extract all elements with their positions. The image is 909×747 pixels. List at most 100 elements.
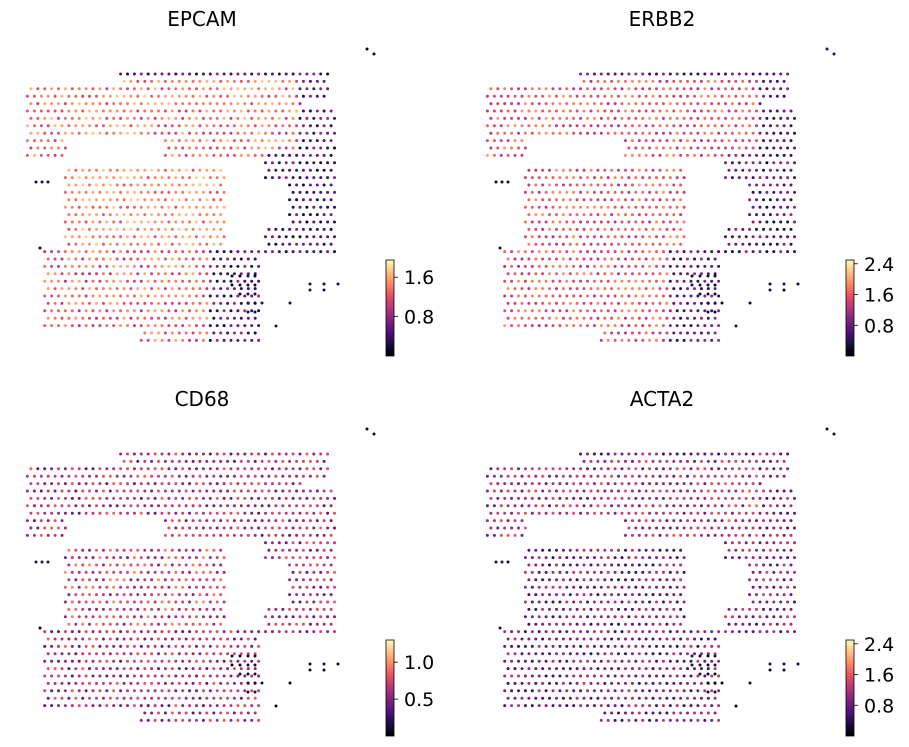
expression-spot [527,109,531,113]
expression-spot [63,674,67,678]
expression-spot [139,659,143,663]
expression-spot [139,338,143,342]
expression-spot [555,578,558,582]
expression-spot [568,242,572,246]
expression-spot [748,242,752,246]
expression-spot [98,279,102,283]
expression-spot [253,652,257,656]
expression-spot [188,511,192,515]
expression-spot [195,570,198,574]
expression-spot [146,116,150,120]
expression-spot [212,139,216,143]
expression-spot [50,116,54,120]
expression-spot [308,548,312,552]
expression-spot [665,168,669,172]
expression-spot [485,109,489,113]
expression-spot [503,131,507,135]
expression-spot [613,630,617,634]
expression-spot [98,615,102,619]
expression-spot [50,674,54,678]
expression-spot [617,607,620,611]
expression-spot [689,264,693,268]
expression-spot [191,301,195,305]
expression-spot [174,131,178,135]
expression-spot [274,168,278,172]
expression-spot [589,287,593,291]
expression-spot [274,124,278,128]
expression-spot [789,622,793,626]
expression-spot [63,220,67,224]
expression-spot [537,279,541,283]
expression-spot [81,637,85,641]
expression-spot [668,146,672,150]
expression-spot [599,250,603,254]
expression-spot [555,696,558,700]
expression-spot [765,131,769,135]
expression-spot [136,301,140,305]
expression-spot [329,227,333,231]
expression-spot [150,622,154,626]
expression-spot [624,257,627,261]
expression-spot [122,563,126,567]
expression-spot [288,242,292,246]
expression-spot [188,452,192,456]
expression-spot [219,272,223,276]
expression-spot [43,496,47,500]
expression-spot [668,116,672,120]
expression-spot [132,511,136,515]
expression-spot [208,235,212,239]
expression-spot [284,467,288,471]
expression-spot [143,563,147,567]
expression-spot [315,79,319,83]
expression-spot [610,652,614,656]
expression-spot [534,667,538,671]
expression-spot [544,87,548,91]
expression-spot [260,459,264,463]
expression-spot [582,316,586,320]
expression-spot [582,563,586,567]
expression-spot [70,205,74,209]
expression-spot [606,338,610,342]
expression-spot [634,600,638,604]
expression-spot [139,131,143,135]
expression-spot [555,213,558,217]
expression-spot [32,94,36,98]
expression-spot [181,585,185,589]
expression-spot [222,72,226,76]
expression-spot [782,474,786,478]
expression-spot [717,250,721,254]
expression-spot [503,324,507,328]
expression-spot [620,131,624,135]
expression-spot [620,220,624,224]
expression-spot [661,220,665,224]
expression-spot [205,183,209,187]
expression-spot [198,533,202,537]
expression-spot [191,622,195,626]
expression-spot [60,474,64,478]
expression-spot [53,109,57,113]
expression-spot [253,711,257,715]
expression-spot [239,504,243,508]
expression-spot [530,704,534,708]
expression-spot [789,168,793,172]
expression-spot [782,79,786,83]
expression-spot [167,190,171,194]
expression-spot [260,489,264,493]
expression-spot [195,279,198,283]
expression-spot [250,72,254,76]
expression-spot [274,704,278,708]
expression-spot [693,331,696,335]
expression-spot [510,324,514,328]
expression-spot [191,489,195,493]
expression-spot [95,593,98,597]
expression-spot [181,116,185,120]
expression-spot [527,563,531,567]
expression-spot [713,637,717,641]
expression-spot [153,102,157,106]
expression-spot [191,227,195,231]
expression-spot [146,235,150,239]
expression-spot [779,615,783,619]
expression-spot [765,570,769,574]
expression-spot [322,622,326,626]
expression-spot [658,578,662,582]
